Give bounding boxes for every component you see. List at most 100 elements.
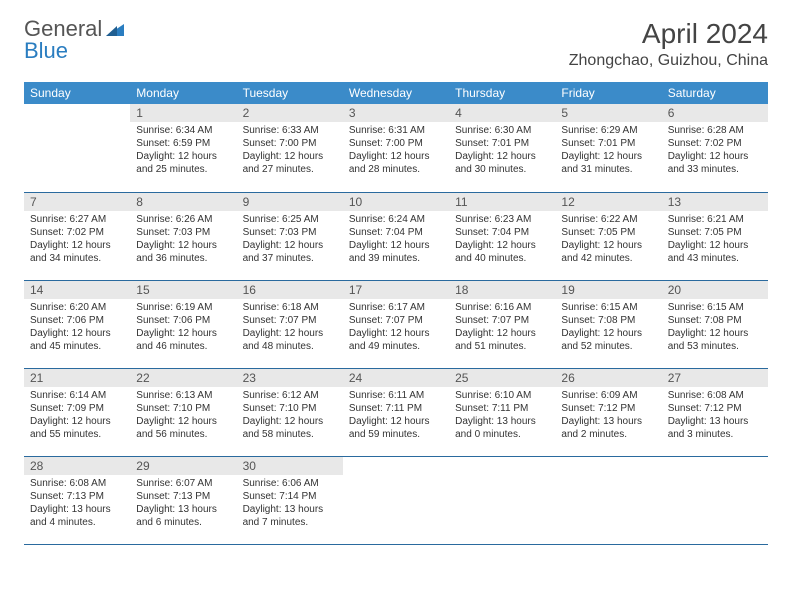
day-number: 2 (237, 104, 343, 122)
calendar-cell: 13Sunrise: 6:21 AMSunset: 7:05 PMDayligh… (662, 192, 768, 280)
day-number (449, 457, 555, 475)
day-number: 5 (555, 104, 661, 122)
calendar-cell: 8Sunrise: 6:26 AMSunset: 7:03 PMDaylight… (130, 192, 236, 280)
day-content: Sunrise: 6:18 AMSunset: 7:07 PMDaylight:… (237, 299, 343, 357)
calendar-cell: 2Sunrise: 6:33 AMSunset: 7:00 PMDaylight… (237, 104, 343, 192)
calendar-cell: 27Sunrise: 6:08 AMSunset: 7:12 PMDayligh… (662, 368, 768, 456)
calendar-cell: 1Sunrise: 6:34 AMSunset: 6:59 PMDaylight… (130, 104, 236, 192)
day-content: Sunrise: 6:19 AMSunset: 7:06 PMDaylight:… (130, 299, 236, 357)
calendar-cell: 18Sunrise: 6:16 AMSunset: 7:07 PMDayligh… (449, 280, 555, 368)
weekday-header: Tuesday (237, 82, 343, 104)
day-content: Sunrise: 6:21 AMSunset: 7:05 PMDaylight:… (662, 211, 768, 269)
day-number: 8 (130, 193, 236, 211)
day-number: 11 (449, 193, 555, 211)
day-number: 24 (343, 369, 449, 387)
day-content: Sunrise: 6:15 AMSunset: 7:08 PMDaylight:… (555, 299, 661, 357)
day-content: Sunrise: 6:08 AMSunset: 7:12 PMDaylight:… (662, 387, 768, 445)
calendar-row: 7Sunrise: 6:27 AMSunset: 7:02 PMDaylight… (24, 192, 768, 280)
day-content: Sunrise: 6:30 AMSunset: 7:01 PMDaylight:… (449, 122, 555, 180)
calendar-row: 21Sunrise: 6:14 AMSunset: 7:09 PMDayligh… (24, 368, 768, 456)
day-content: Sunrise: 6:13 AMSunset: 7:10 PMDaylight:… (130, 387, 236, 445)
logo-sail-icon (104, 18, 124, 32)
calendar-cell: 3Sunrise: 6:31 AMSunset: 7:00 PMDaylight… (343, 104, 449, 192)
weekday-header: Friday (555, 82, 661, 104)
calendar-cell: 20Sunrise: 6:15 AMSunset: 7:08 PMDayligh… (662, 280, 768, 368)
calendar-cell (555, 456, 661, 544)
calendar-cell: 16Sunrise: 6:18 AMSunset: 7:07 PMDayligh… (237, 280, 343, 368)
day-content: Sunrise: 6:25 AMSunset: 7:03 PMDaylight:… (237, 211, 343, 269)
calendar-cell: 5Sunrise: 6:29 AMSunset: 7:01 PMDaylight… (555, 104, 661, 192)
calendar-cell (343, 456, 449, 544)
day-content: Sunrise: 6:33 AMSunset: 7:00 PMDaylight:… (237, 122, 343, 180)
day-number: 25 (449, 369, 555, 387)
weekday-header: Wednesday (343, 82, 449, 104)
day-number: 22 (130, 369, 236, 387)
calendar-cell: 15Sunrise: 6:19 AMSunset: 7:06 PMDayligh… (130, 280, 236, 368)
day-number: 19 (555, 281, 661, 299)
weekday-header: Monday (130, 82, 236, 104)
day-content: Sunrise: 6:27 AMSunset: 7:02 PMDaylight:… (24, 211, 130, 269)
day-number: 16 (237, 281, 343, 299)
day-content: Sunrise: 6:24 AMSunset: 7:04 PMDaylight:… (343, 211, 449, 269)
calendar-cell: 12Sunrise: 6:22 AMSunset: 7:05 PMDayligh… (555, 192, 661, 280)
day-number: 26 (555, 369, 661, 387)
day-number (662, 457, 768, 475)
day-content: Sunrise: 6:09 AMSunset: 7:12 PMDaylight:… (555, 387, 661, 445)
location: Zhongchao, Guizhou, China (569, 52, 768, 70)
day-number: 27 (662, 369, 768, 387)
calendar-cell: 24Sunrise: 6:11 AMSunset: 7:11 PMDayligh… (343, 368, 449, 456)
day-content: Sunrise: 6:34 AMSunset: 6:59 PMDaylight:… (130, 122, 236, 180)
calendar-cell: 11Sunrise: 6:23 AMSunset: 7:04 PMDayligh… (449, 192, 555, 280)
calendar-cell: 6Sunrise: 6:28 AMSunset: 7:02 PMDaylight… (662, 104, 768, 192)
day-number: 30 (237, 457, 343, 475)
day-content: Sunrise: 6:15 AMSunset: 7:08 PMDaylight:… (662, 299, 768, 357)
calendar-cell: 30Sunrise: 6:06 AMSunset: 7:14 PMDayligh… (237, 456, 343, 544)
header: GeneralBlue April 2024 Zhongchao, Guizho… (24, 18, 768, 70)
calendar-cell: 17Sunrise: 6:17 AMSunset: 7:07 PMDayligh… (343, 280, 449, 368)
calendar-cell: 29Sunrise: 6:07 AMSunset: 7:13 PMDayligh… (130, 456, 236, 544)
day-content: Sunrise: 6:29 AMSunset: 7:01 PMDaylight:… (555, 122, 661, 180)
day-number: 6 (662, 104, 768, 122)
calendar-cell: 19Sunrise: 6:15 AMSunset: 7:08 PMDayligh… (555, 280, 661, 368)
day-number (555, 457, 661, 475)
day-content: Sunrise: 6:20 AMSunset: 7:06 PMDaylight:… (24, 299, 130, 357)
day-number: 3 (343, 104, 449, 122)
day-number: 9 (237, 193, 343, 211)
day-content: Sunrise: 6:10 AMSunset: 7:11 PMDaylight:… (449, 387, 555, 445)
day-content: Sunrise: 6:08 AMSunset: 7:13 PMDaylight:… (24, 475, 130, 533)
weekday-header: Saturday (662, 82, 768, 104)
calendar-cell: 25Sunrise: 6:10 AMSunset: 7:11 PMDayligh… (449, 368, 555, 456)
day-content: Sunrise: 6:12 AMSunset: 7:10 PMDaylight:… (237, 387, 343, 445)
weekday-header: Sunday (24, 82, 130, 104)
day-number: 14 (24, 281, 130, 299)
day-number (343, 457, 449, 475)
day-content: Sunrise: 6:22 AMSunset: 7:05 PMDaylight:… (555, 211, 661, 269)
day-content: Sunrise: 6:17 AMSunset: 7:07 PMDaylight:… (343, 299, 449, 357)
calendar-cell: 9Sunrise: 6:25 AMSunset: 7:03 PMDaylight… (237, 192, 343, 280)
month-title: April 2024 (569, 18, 768, 50)
weekday-header: Thursday (449, 82, 555, 104)
day-number: 10 (343, 193, 449, 211)
day-content: Sunrise: 6:31 AMSunset: 7:00 PMDaylight:… (343, 122, 449, 180)
calendar-row: 14Sunrise: 6:20 AMSunset: 7:06 PMDayligh… (24, 280, 768, 368)
calendar-cell: 10Sunrise: 6:24 AMSunset: 7:04 PMDayligh… (343, 192, 449, 280)
title-block: April 2024 Zhongchao, Guizhou, China (569, 18, 768, 70)
calendar-cell: 7Sunrise: 6:27 AMSunset: 7:02 PMDaylight… (24, 192, 130, 280)
day-number: 29 (130, 457, 236, 475)
calendar-cell: 4Sunrise: 6:30 AMSunset: 7:01 PMDaylight… (449, 104, 555, 192)
calendar-head: SundayMondayTuesdayWednesdayThursdayFrid… (24, 82, 768, 104)
day-content: Sunrise: 6:07 AMSunset: 7:13 PMDaylight:… (130, 475, 236, 533)
day-content: Sunrise: 6:26 AMSunset: 7:03 PMDaylight:… (130, 211, 236, 269)
day-content: Sunrise: 6:28 AMSunset: 7:02 PMDaylight:… (662, 122, 768, 180)
day-number (24, 104, 130, 122)
day-number: 12 (555, 193, 661, 211)
day-number: 1 (130, 104, 236, 122)
calendar-row: 1Sunrise: 6:34 AMSunset: 6:59 PMDaylight… (24, 104, 768, 192)
day-number: 4 (449, 104, 555, 122)
day-number: 23 (237, 369, 343, 387)
day-number: 18 (449, 281, 555, 299)
day-number: 28 (24, 457, 130, 475)
day-number: 13 (662, 193, 768, 211)
day-content: Sunrise: 6:06 AMSunset: 7:14 PMDaylight:… (237, 475, 343, 533)
day-content: Sunrise: 6:16 AMSunset: 7:07 PMDaylight:… (449, 299, 555, 357)
